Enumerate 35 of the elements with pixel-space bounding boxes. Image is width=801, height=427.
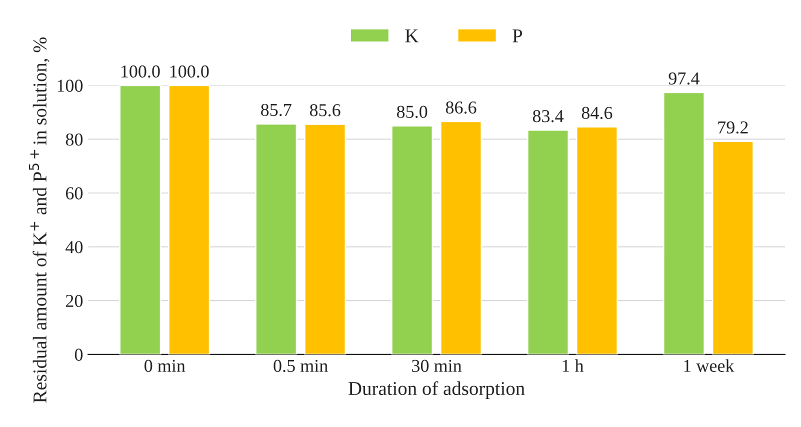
bar — [662, 92, 706, 354]
data-label: 86.6 — [446, 101, 476, 114]
data-label: 83.4 — [532, 110, 564, 122]
bar — [390, 125, 434, 354]
legend-label: K — [405, 30, 419, 42]
bar — [255, 123, 298, 354]
data-label: 85.7 — [261, 104, 292, 116]
data-label: 85.0 — [396, 106, 428, 118]
data-label: 100.0 — [170, 65, 209, 78]
y-tick-label: 100 — [58, 80, 83, 92]
data-label: 84.6 — [582, 106, 612, 120]
bar — [168, 85, 210, 354]
y-tick-label: 0 — [74, 348, 83, 361]
legend-label: P — [512, 30, 522, 42]
bar — [526, 129, 570, 354]
x-tick-label: 30 min — [412, 360, 462, 372]
x-tick-label: 0 min — [144, 360, 186, 372]
x-tick-label: 1 h — [562, 359, 584, 372]
data-label: 79.2 — [718, 121, 748, 134]
data-label: 97.4 — [668, 72, 700, 85]
data-label: 100.0 — [121, 65, 160, 78]
y-tick-label: 80 — [66, 133, 83, 146]
data-label: 85.6 — [310, 104, 340, 116]
y-tick-label: 20 — [66, 294, 83, 308]
y-tick-label: 60 — [66, 187, 83, 200]
x-axis-title: Duration of adsorption — [348, 381, 525, 400]
x-tick-label: 1 week — [684, 359, 734, 372]
x-tick-label: 0.5 min — [274, 360, 328, 372]
bar — [304, 123, 346, 354]
bar — [576, 126, 618, 354]
bar — [712, 140, 754, 354]
bar — [119, 85, 162, 354]
y-axis-title: Residual amount of K$^{+}$ and P$^{5+}$in solution, % — [28, 37, 50, 403]
y-tick-label: 40 — [66, 241, 83, 254]
bar — [440, 120, 482, 354]
